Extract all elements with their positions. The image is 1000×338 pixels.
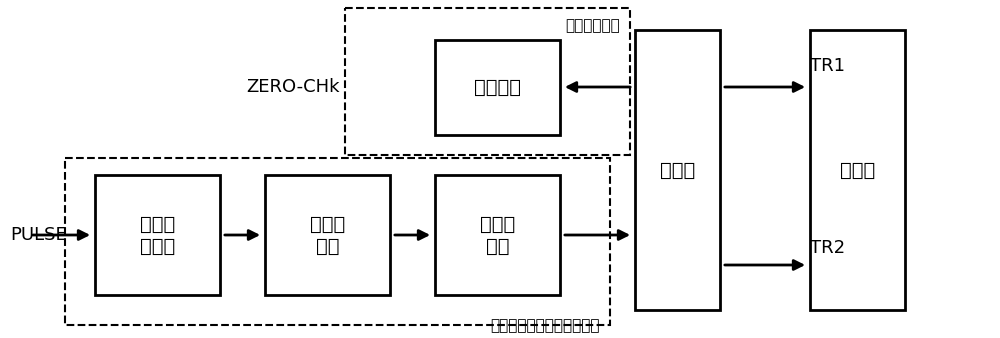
Text: 零点采集电路: 零点采集电路 (565, 18, 620, 33)
Text: 移相触发脉冲信号驱动电路: 移相触发脉冲信号驱动电路 (490, 318, 600, 333)
Bar (65, 158, 610, 325)
Bar (345, 8, 630, 155)
Bar (265, 175, 390, 295)
Text: 脉冲变
压器: 脉冲变 压器 (310, 215, 345, 256)
Text: TR2: TR2 (810, 239, 845, 257)
Text: TR1: TR1 (810, 57, 845, 75)
Text: 功率三
极管: 功率三 极管 (480, 215, 515, 256)
Text: 光耦模块: 光耦模块 (474, 78, 521, 97)
Text: 可控硅: 可控硅 (840, 161, 875, 179)
Text: 整流桥: 整流桥 (660, 161, 695, 179)
Bar (435, 40, 560, 135)
Text: 开关电
路模块: 开关电 路模块 (140, 215, 175, 256)
Bar (435, 175, 560, 295)
Bar (95, 175, 220, 295)
Bar (635, 30, 720, 310)
Text: ZERO-CHk: ZERO-CHk (246, 78, 340, 96)
Text: PULSE: PULSE (10, 226, 67, 244)
Bar (810, 30, 905, 310)
